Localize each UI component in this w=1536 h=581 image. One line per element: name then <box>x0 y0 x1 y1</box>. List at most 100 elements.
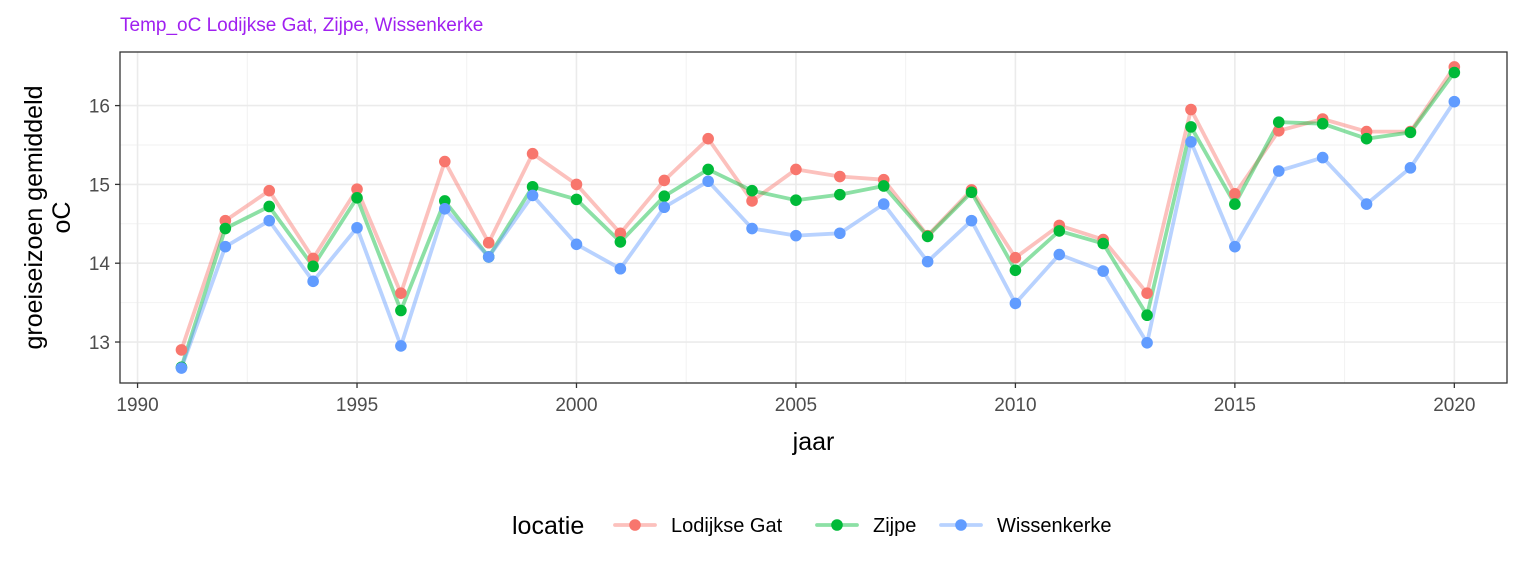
chart-title: Temp_oC Lodijkse Gat, Zijpe, Wissenkerke <box>120 15 483 36</box>
legend-key-point-zijpe <box>831 519 843 531</box>
y-tick-label: 16 <box>89 97 110 118</box>
data-point-wissenkerke <box>614 262 627 275</box>
data-point-lodijkse-gat <box>1009 251 1022 264</box>
data-point-wissenkerke <box>1316 151 1329 164</box>
data-point-zijpe <box>614 236 627 248</box>
data-point-zijpe <box>307 260 319 273</box>
data-point-wissenkerke <box>175 362 188 374</box>
data-point-lodijkse-gat <box>834 170 846 183</box>
data-point-zijpe <box>1272 116 1285 128</box>
data-point-lodijkse-gat <box>790 163 802 176</box>
data-point-wissenkerke <box>1360 198 1373 210</box>
x-tick-label: 2000 <box>555 395 597 416</box>
y-tick-label: 14 <box>89 254 111 275</box>
data-point-wissenkerke <box>746 222 758 235</box>
data-point-lodijkse-gat <box>1185 103 1197 116</box>
data-point-zijpe <box>1229 198 1241 210</box>
data-point-zijpe <box>526 180 539 193</box>
data-point-lodijkse-gat <box>746 195 758 207</box>
x-tick-label: 1990 <box>116 395 158 416</box>
data-point-zijpe <box>1141 309 1153 322</box>
y-axis-title-line-2: oC <box>48 202 76 234</box>
y-tick-label: 13 <box>89 333 110 354</box>
data-point-wissenkerke <box>1448 95 1461 108</box>
plot-panel <box>115 51 1508 388</box>
data-point-wissenkerke <box>395 340 407 352</box>
data-point-lodijkse-gat <box>1229 188 1241 200</box>
x-tick-label: 2020 <box>1433 395 1475 416</box>
x-tick-label: 2015 <box>1214 395 1256 416</box>
data-point-zijpe <box>1448 66 1461 79</box>
data-point-wissenkerke <box>834 227 846 240</box>
data-point-wissenkerke <box>1229 240 1241 253</box>
data-point-wissenkerke <box>570 238 583 251</box>
legend-key-point-wissenkerke <box>955 519 967 531</box>
data-point-zijpe <box>1009 264 1022 277</box>
data-point-wissenkerke <box>219 240 232 253</box>
legend-label-wissenkerke: Wissenkerke <box>997 515 1111 537</box>
data-point-zijpe <box>570 193 583 206</box>
legend: locatie Lodijkse Gat Zijpe Wissenkerke <box>512 512 1111 540</box>
x-tick-label: 2010 <box>994 395 1036 416</box>
data-point-zijpe <box>877 180 890 192</box>
data-point-wissenkerke <box>1185 136 1197 148</box>
data-point-wissenkerke <box>1097 265 1109 277</box>
data-point-lodijkse-gat <box>175 344 188 356</box>
legend-title: locatie <box>512 512 584 540</box>
data-point-zijpe <box>965 186 978 199</box>
series-line-lodijkse-gat <box>179 65 1457 352</box>
data-point-lodijkse-gat <box>526 147 539 160</box>
data-point-zijpe <box>1360 132 1373 145</box>
data-point-wissenkerke <box>702 175 714 188</box>
data-point-zijpe <box>746 184 758 197</box>
data-point-wissenkerke <box>965 214 978 227</box>
data-point-wissenkerke <box>351 221 363 234</box>
data-point-lodijkse-gat <box>702 132 714 145</box>
data-point-zijpe <box>263 200 276 213</box>
data-point-wissenkerke <box>263 214 276 227</box>
data-point-lodijkse-gat <box>1141 287 1153 299</box>
y-axis-title-line-1: groeiseizoen gemiddeld <box>20 85 48 349</box>
panel-background <box>120 52 1507 383</box>
data-point-wissenkerke <box>921 255 934 268</box>
data-point-lodijkse-gat <box>439 155 451 168</box>
panel-border <box>119 51 1508 384</box>
data-point-wissenkerke <box>1009 297 1022 310</box>
data-point-zijpe <box>395 304 407 317</box>
data-point-zijpe <box>1316 117 1329 130</box>
data-point-wissenkerke <box>658 201 671 214</box>
data-point-wissenkerke <box>877 198 890 210</box>
data-point-zijpe <box>834 188 846 201</box>
data-point-zijpe <box>658 190 671 203</box>
data-point-lodijkse-gat <box>658 174 671 187</box>
data-point-zijpe <box>1097 237 1109 250</box>
data-point-zijpe <box>351 191 363 204</box>
legend-label-lodijkse-gat: Lodijkse Gat <box>671 515 783 537</box>
data-point-wissenkerke <box>1272 165 1285 177</box>
data-point-zijpe <box>219 222 232 235</box>
data-point-lodijkse-gat <box>395 287 407 299</box>
data-point-wissenkerke <box>1141 337 1153 349</box>
legend-key-point-lodijkse-gat <box>629 519 641 531</box>
data-point-zijpe <box>1053 225 1066 237</box>
data-point-zijpe <box>702 163 714 176</box>
data-point-lodijkse-gat <box>570 178 583 191</box>
data-point-wissenkerke <box>439 203 451 215</box>
series-line-zijpe <box>179 70 1457 370</box>
data-point-lodijkse-gat <box>614 227 627 240</box>
data-point-wissenkerke <box>526 189 539 202</box>
x-axis-title: jaar <box>792 428 835 456</box>
data-point-lodijkse-gat <box>351 183 363 195</box>
x-tick-label: 1995 <box>336 395 378 416</box>
series-line-wissenkerke <box>179 99 1457 370</box>
data-point-zijpe <box>921 230 934 243</box>
data-point-wissenkerke <box>790 229 802 242</box>
data-point-zijpe <box>790 194 802 206</box>
data-point-lodijkse-gat <box>482 236 495 249</box>
data-point-wissenkerke <box>482 251 495 263</box>
y-tick-label: 15 <box>89 175 110 196</box>
data-point-lodijkse-gat <box>1272 125 1285 137</box>
data-point-zijpe <box>1404 126 1417 139</box>
